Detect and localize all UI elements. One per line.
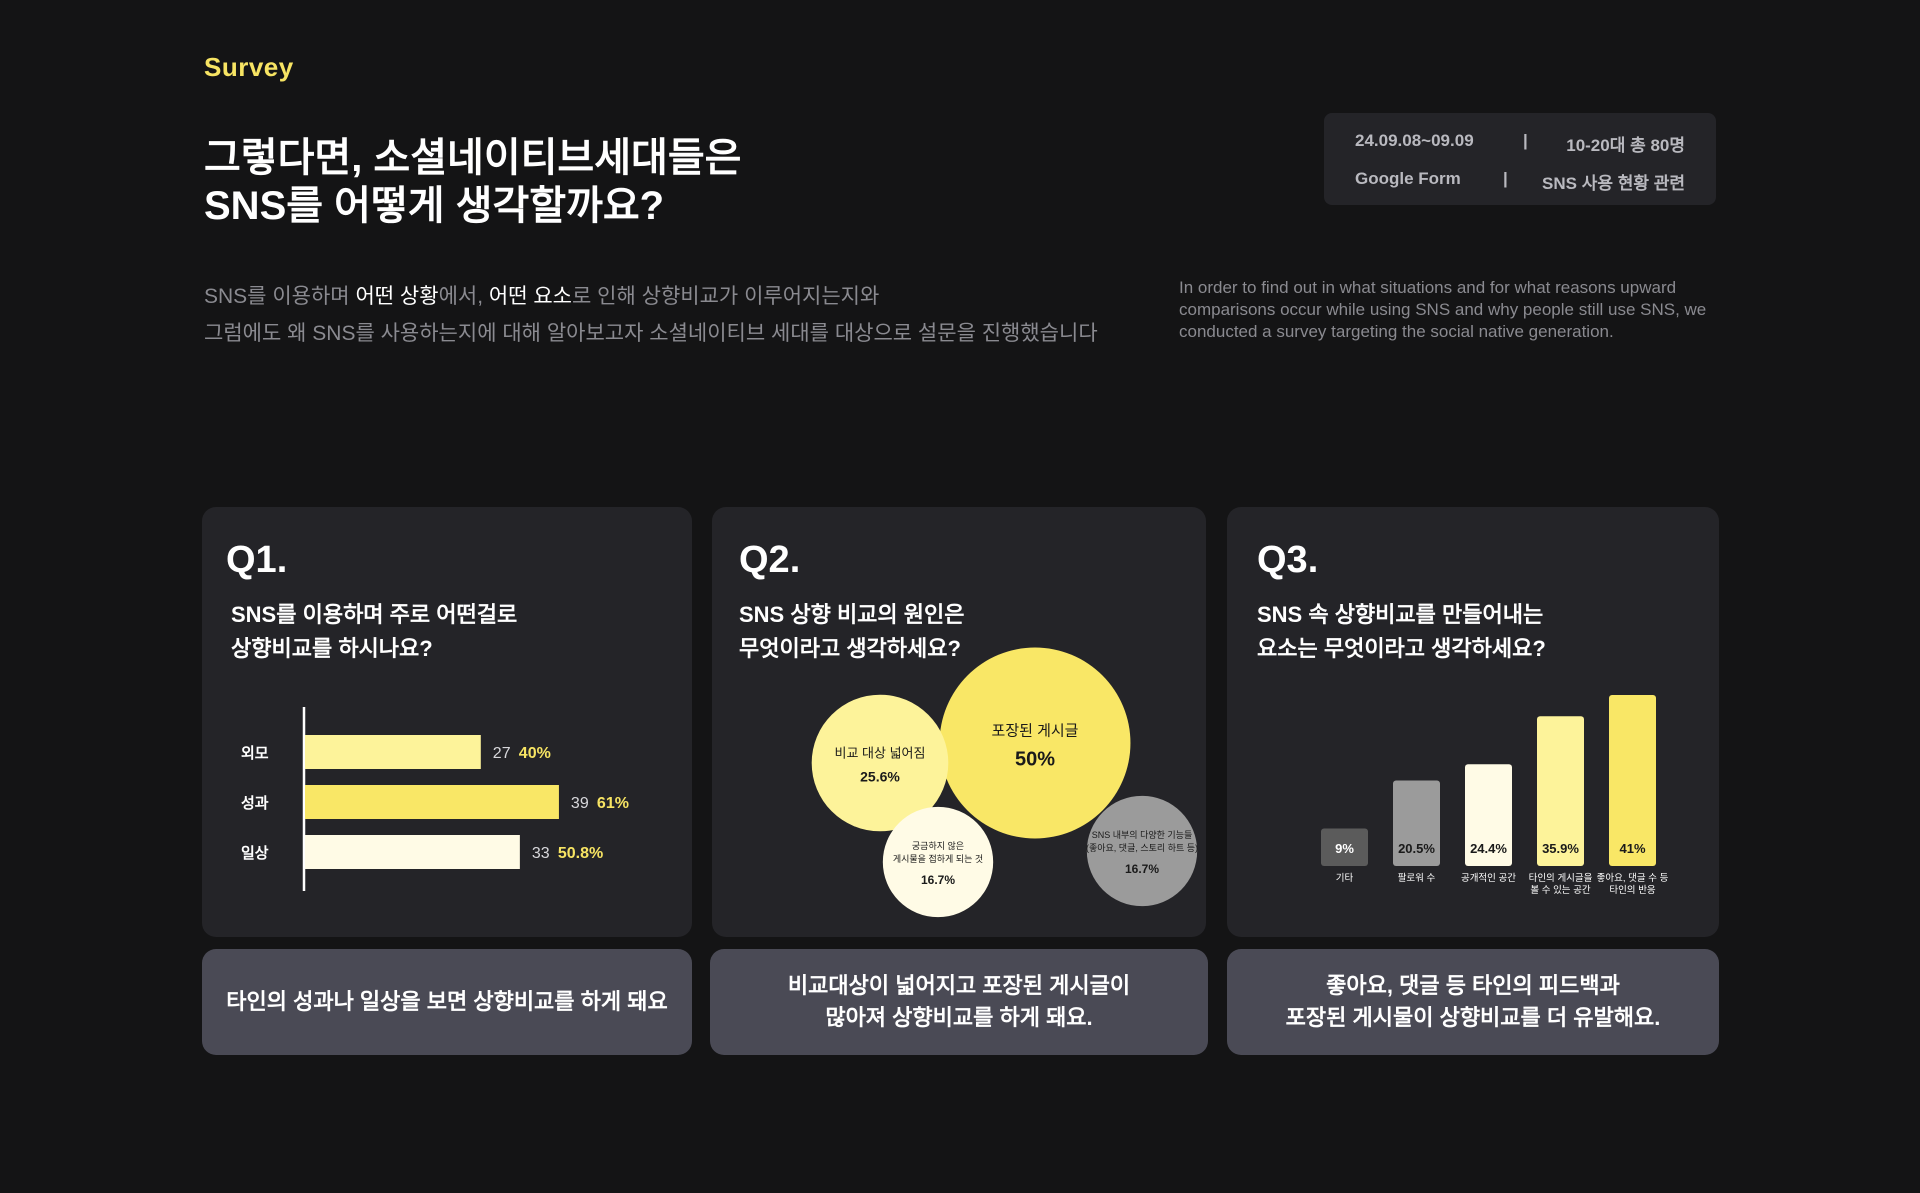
q3-value-label: 24.4% <box>1470 841 1507 856</box>
intro-highlight: 어떤 요소 <box>488 285 573 308</box>
q2-question: SNS 상향 비교의 원인은 무엇이라고 생각하세요? <box>739 598 965 666</box>
q3-category-label: 볼 수 있는 공간 <box>1530 884 1591 896</box>
q1-number: Q1. <box>226 539 288 581</box>
survey-info-separator: | <box>1503 169 1508 188</box>
q2-bubble-label: 포장된 게시글 <box>992 723 1079 740</box>
page-title: 그렇다면, 소셜네이티브세대들은 SNS를 어떻게 생각할까요? <box>204 134 741 230</box>
q1-category-label: 외모 <box>241 744 269 762</box>
q1-count-label: 39 <box>571 795 589 812</box>
survey-info-row-2: Google Form | SNS 사용 현황 관련 <box>1324 169 1716 193</box>
q3-bar <box>1393 780 1440 866</box>
q1-bar <box>305 785 559 819</box>
survey-tool: Google Form <box>1355 169 1461 188</box>
survey-topic: SNS 사용 현황 관련 <box>1542 174 1685 193</box>
q1-category-label: 일상 <box>241 845 269 862</box>
q2-card: Q2. SNS 상향 비교의 원인은 무엇이라고 생각하세요? 포장된 게시글 5… <box>712 507 1206 937</box>
q3-category-label: 타인의 반응 <box>1609 885 1656 896</box>
survey-info-separator: | <box>1523 131 1528 150</box>
q3-bar <box>1465 764 1512 866</box>
q2-bubble-label: 비교 대상 넓어짐 <box>835 746 926 761</box>
q1-count-label: 33 <box>532 845 550 862</box>
q2-bubble <box>1086 795 1198 907</box>
survey-respondents: 10-20대 총 80명 <box>1566 136 1685 155</box>
q1-question: SNS를 이용하며 주로 어떤걸로 상향비교를 하시나요? <box>231 598 517 666</box>
q1-bar-chart: 외모 27 40% 성과 39 61% 일상 33 50.8% <box>241 707 629 891</box>
q2-caption: 비교대상이 넓어지고 포장된 게시글이 많아져 상향비교를 하게 돼요. <box>710 949 1208 1055</box>
q3-question: SNS 속 상향비교를 만들어내는 요소는 무엇이라고 생각하세요? <box>1257 598 1546 666</box>
q2-caption-line: 많아져 상향비교를 하게 돼요. <box>825 1005 1093 1030</box>
intro-text: SNS를 이용하며 <box>204 285 356 308</box>
q1-caption-line: 타인의 성과나 일상을 보면 상향비교를 하게 돼요 <box>226 989 668 1014</box>
q1-percent-label: 61% <box>597 795 629 812</box>
q2-bubble-label: 게시물을 접하게 되는 것 <box>893 853 983 864</box>
q2-bubble-value: 16.7% <box>921 873 955 887</box>
q3-number: Q3. <box>1257 539 1319 581</box>
q3-category-label: 공개적인 공간 <box>1461 872 1516 884</box>
q2-bubble-label: (좋아요, 댓글, 스토리 하트 등) <box>1086 843 1198 853</box>
q3-value-label: 41% <box>1619 841 1645 856</box>
intro-english: In order to find out in what situations … <box>1179 278 1707 341</box>
q1-percent-label: 50.8% <box>558 845 603 862</box>
q2-bubble <box>939 647 1131 839</box>
q3-value-label: 9% <box>1335 841 1354 856</box>
intro-highlight: 어떤 상황 <box>355 285 439 308</box>
q3-category-label: 팔로워 수 <box>1398 872 1436 884</box>
intro-korean: SNS를 이용하며 어떤 상황에서, 어떤 요소로 인해 상향비교가 이루어지는… <box>204 278 1098 352</box>
page-title-line-2: SNS를 어떻게 생각할까요? <box>204 184 665 228</box>
q3-category-label: 좋아요, 댓글 수 등 <box>1597 873 1669 884</box>
q2-bubble-value: 50% <box>1015 749 1055 771</box>
survey-info-box: 24.09.08~09.09 | 10-20대 총 80명 Google For… <box>1324 113 1716 205</box>
q3-question-line: SNS 속 상향비교를 만들어내는 <box>1257 602 1544 627</box>
q2-number: Q2. <box>739 539 801 581</box>
q1-question-line: SNS를 이용하며 주로 어떤걸로 <box>231 602 518 627</box>
q1-bar <box>305 735 481 769</box>
q3-value-label: 20.5% <box>1398 841 1435 856</box>
q3-caption-line: 좋아요, 댓글 등 타인의 피드백과 <box>1326 973 1620 998</box>
q1-percent-label: 40% <box>519 745 551 762</box>
q1-count-label: 27 <box>493 745 511 762</box>
q1-question-line: 상향비교를 하시나요? <box>231 636 433 661</box>
q3-bar-chart: 9% 기타 20.5% 팔로워 수 24.4% 공개적인 공간 35.9% 타인의 게시글을볼… <box>1321 695 1669 896</box>
q3-caption: 좋아요, 댓글 등 타인의 피드백과 포장된 게시물이 상향비교를 더 유발해요… <box>1227 949 1719 1055</box>
q2-bubble <box>882 806 994 918</box>
q3-bar <box>1609 695 1656 866</box>
intro-korean-line-1: SNS를 이용하며 어떤 상황에서, 어떤 요소로 인해 상향비교가 이루어지는… <box>204 285 879 308</box>
q1-category-label: 성과 <box>241 794 269 812</box>
q2-caption-line: 비교대상이 넓어지고 포장된 게시글이 <box>787 973 1131 998</box>
survey-period: 24.09.08~09.09 <box>1355 131 1474 150</box>
q2-bubble-value: 16.7% <box>1125 862 1159 876</box>
q3-category-label: 기타 <box>1336 873 1354 884</box>
q3-card: Q3. SNS 속 상향비교를 만들어내는 요소는 무엇이라고 생각하세요? 9… <box>1227 507 1719 937</box>
q1-bar <box>305 835 520 869</box>
brand-label: Survey <box>204 52 294 82</box>
q2-question-line: 무엇이라고 생각하세요? <box>739 636 961 661</box>
q2-question-line: SNS 상향 비교의 원인은 <box>739 602 965 627</box>
intro-text: 로 인해 상향비교가 이루어지는지와 <box>572 285 880 308</box>
q3-category-label: 타인의 게시글을 <box>1529 873 1593 884</box>
q3-question-line: 요소는 무엇이라고 생각하세요? <box>1257 636 1546 661</box>
q2-bubble-value: 25.6% <box>860 769 900 785</box>
q3-bar <box>1537 716 1584 866</box>
q1-card: Q1. SNS를 이용하며 주로 어떤걸로 상향비교를 하시나요? 외모 27 40… <box>202 507 692 937</box>
q3-value-label: 35.9% <box>1542 841 1579 856</box>
page-title-line-1: 그렇다면, 소셜네이티브세대들은 <box>204 136 742 180</box>
q1-caption: 타인의 성과나 일상을 보면 상향비교를 하게 돼요 <box>202 949 692 1055</box>
intro-text: 에서, <box>438 285 489 308</box>
survey-info-row-1: 24.09.08~09.09 | 10-20대 총 80명 <box>1324 131 1716 155</box>
q2-bubble <box>811 694 949 832</box>
q3-caption-line: 포장된 게시물이 상향비교를 더 유발해요. <box>1285 1005 1661 1030</box>
q2-bubble-label: SNS 내부의 다양한 기능들 <box>1092 830 1193 840</box>
intro-korean-line-2: 그럼에도 왜 SNS를 사용하는지에 대해 알아보고자 소셜네이티브 세대를 대… <box>204 322 1098 345</box>
q3-bar <box>1321 828 1368 866</box>
q2-bubble-label: 궁금하지 않은 <box>912 841 964 851</box>
